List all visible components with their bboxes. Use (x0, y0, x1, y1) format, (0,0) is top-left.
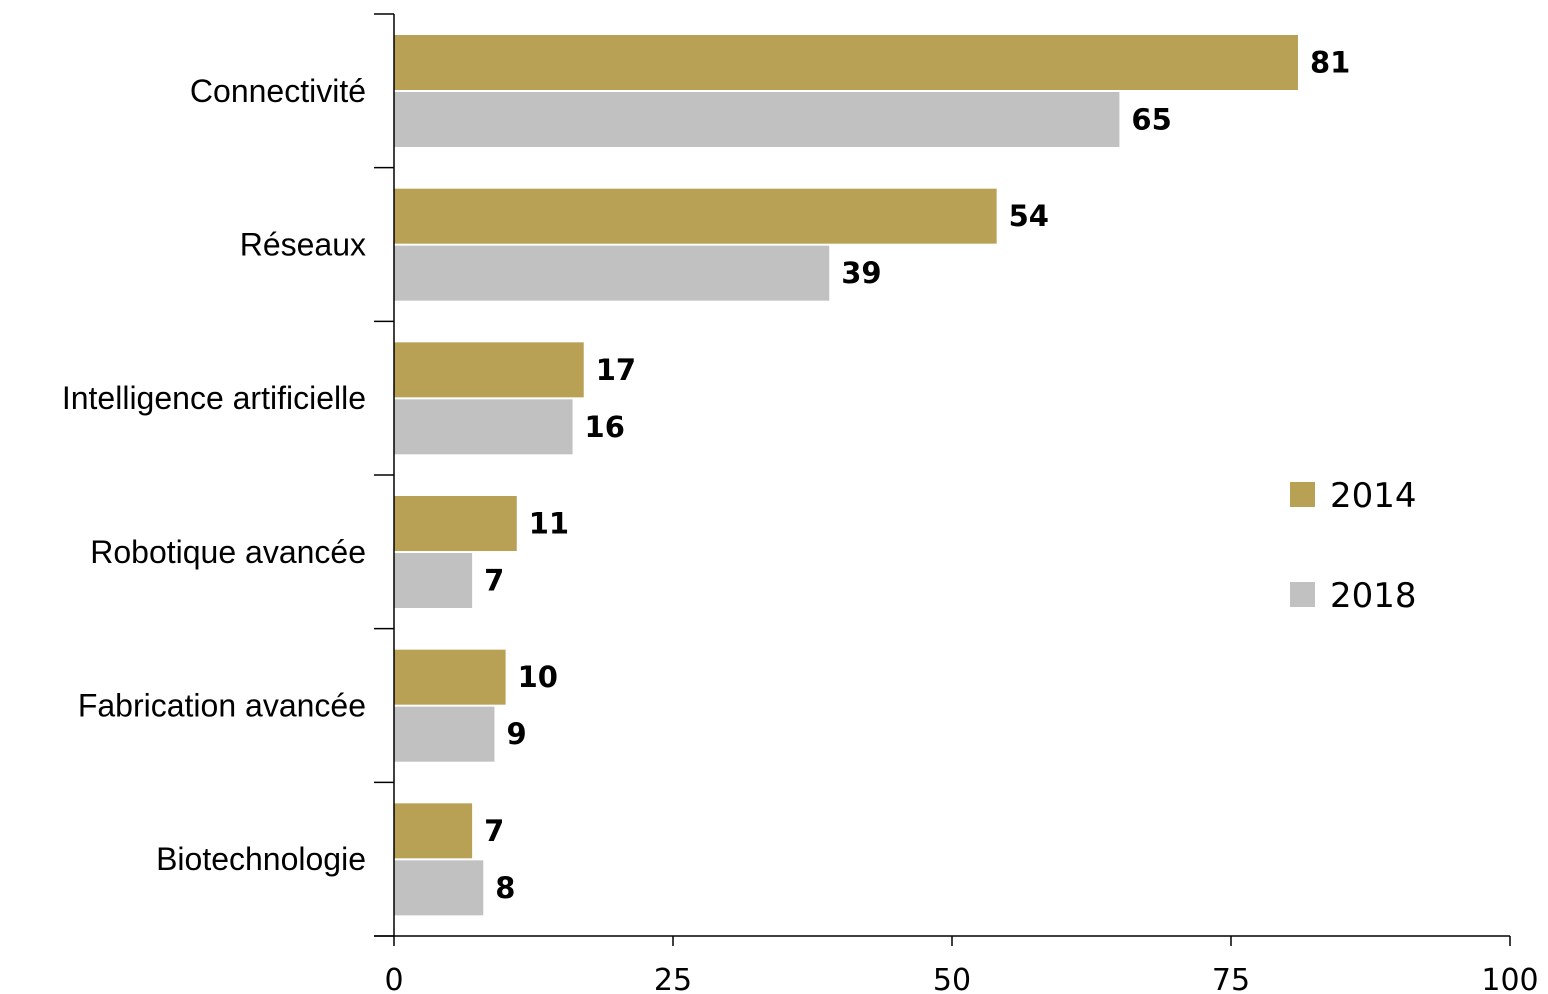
x-tick-label-0: 0 (384, 963, 403, 994)
category-label-1: Réseaux (240, 227, 366, 263)
legend-label-2018: 2018 (1330, 576, 1417, 616)
value-label-2018-4: 9 (506, 717, 526, 751)
value-label-2018-3: 7 (484, 564, 504, 598)
bar-2018-0 (394, 92, 1120, 147)
value-label-2014-4: 10 (518, 660, 558, 694)
bar-2014-0 (394, 35, 1298, 90)
value-label-2018-1: 39 (841, 256, 881, 290)
value-label-2014-3: 11 (529, 507, 569, 541)
legend-swatch-2014 (1290, 482, 1315, 507)
bar-2018-5 (394, 860, 484, 916)
bar-2014-2 (394, 342, 584, 398)
x-tick-label-1: 25 (654, 963, 692, 994)
bar-2014-3 (394, 496, 517, 551)
category-label-3: Robotique avancée (90, 534, 366, 570)
legend: 2014 2018 (1290, 476, 1417, 616)
category-label-0: Connectivité (190, 73, 366, 109)
value-label-2014-1: 54 (1009, 199, 1049, 233)
x-tick-label-4: 100 (1481, 963, 1538, 994)
bars-layer (394, 35, 1298, 916)
category-label-4: Fabrication avancée (78, 688, 366, 724)
bar-2018-2 (394, 399, 573, 455)
bar-2018-3 (394, 553, 473, 608)
legend-label-2014: 2014 (1330, 476, 1417, 516)
x-tick-label-2: 50 (933, 963, 971, 994)
bar-2018-1 (394, 245, 830, 301)
bar-2014-1 (394, 188, 997, 244)
bar-2014-5 (394, 803, 473, 859)
category-label-2: Intelligence artificielle (62, 380, 366, 416)
value-label-2018-2: 16 (585, 410, 625, 444)
value-label-2018-5: 8 (495, 871, 515, 905)
axes-layer (374, 13, 1511, 946)
value-label-2018-0: 65 (1131, 103, 1171, 137)
legend-swatch-2018 (1290, 582, 1315, 607)
x-tick-label-3: 75 (1212, 963, 1250, 994)
value-label-2014-2: 17 (596, 353, 636, 387)
value-label-2014-0: 81 (1310, 46, 1350, 80)
bar-2018-4 (394, 706, 495, 762)
value-label-2014-5: 7 (484, 814, 504, 848)
labels-layer: 81 65 Connectivité 54 39 Réseaux 17 16 Intellige… (62, 46, 1539, 994)
bar-2014-4 (394, 649, 506, 705)
category-label-5: Biotechnologie (156, 841, 366, 877)
